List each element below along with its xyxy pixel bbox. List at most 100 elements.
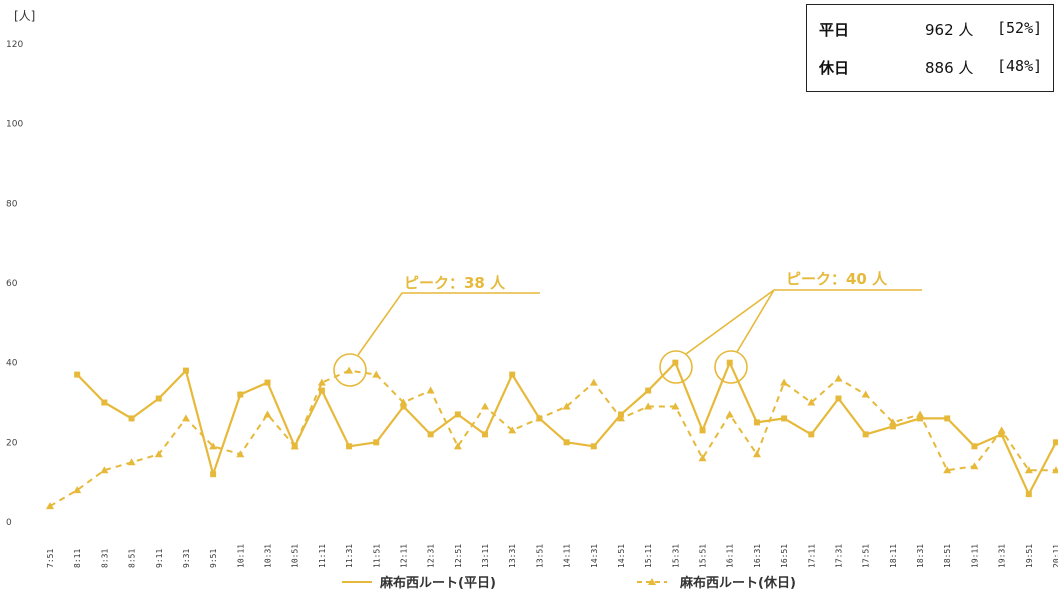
data-point-holiday: [263, 410, 272, 418]
legend-marker-holiday: [648, 578, 656, 585]
series-holiday: [46, 366, 1058, 510]
peak-callouts: ピーク：38 人 ピーク：40 人: [333, 270, 922, 387]
peak-label-right: ピーク：40 人: [786, 270, 888, 288]
data-point-holiday: [372, 370, 381, 378]
data-point-holiday: [236, 450, 245, 458]
x-tick-label: 17:51: [862, 544, 871, 568]
x-tick-label: 11:31: [345, 544, 354, 568]
data-point-holiday: [317, 378, 326, 386]
x-tick-label: 13:51: [535, 544, 544, 568]
data-point-holiday: [345, 366, 354, 374]
x-tick-label: 14:11: [563, 544, 572, 568]
data-point-weekday: [998, 431, 1005, 438]
peak-label-left: ピーク：38 人: [404, 274, 506, 292]
data-point-weekday: [590, 443, 597, 450]
data-point-weekday: [101, 399, 108, 406]
data-point-weekday: [237, 391, 244, 398]
summary-count: 962 人: [925, 21, 974, 39]
data-point-holiday: [589, 378, 598, 386]
data-point-holiday: [698, 454, 707, 462]
data-point-weekday: [672, 359, 679, 366]
data-point-holiday: [807, 398, 816, 406]
peak-circle-right-first: [659, 350, 693, 384]
data-point-holiday: [1024, 466, 1033, 474]
x-tick-label: 10:11: [236, 544, 245, 568]
data-point-holiday: [154, 450, 163, 458]
data-point-holiday: [888, 418, 897, 426]
summary-row-weekday: 平日 962 人 [52%]: [807, 19, 1053, 49]
data-point-weekday: [753, 419, 760, 426]
data-point-holiday: [780, 378, 789, 386]
data-point-weekday: [454, 411, 461, 418]
data-point-holiday: [1052, 466, 1058, 474]
x-tick-label: 11:51: [372, 544, 381, 568]
data-point-holiday: [671, 402, 680, 410]
summary-count: 886 人: [925, 59, 974, 77]
x-tick-label: 19:11: [970, 544, 979, 568]
data-point-weekday: [509, 371, 516, 378]
data-point-weekday: [1025, 491, 1032, 498]
x-tick-label: 10:51: [291, 544, 300, 568]
data-point-holiday: [970, 462, 979, 470]
series-line-holiday: [49, 369, 1056, 507]
data-point-holiday: [46, 502, 54, 510]
peak-leader-right-b: [736, 289, 775, 353]
peak-leader-left: [357, 292, 540, 356]
x-tick-label: 13:31: [508, 544, 517, 568]
y-tick-label: 80: [6, 199, 18, 209]
legend: 麻布西ルート(平日) 麻布西ルート(休日): [342, 575, 796, 591]
data-point-holiday: [997, 426, 1006, 434]
data-point-weekday: [155, 395, 162, 402]
x-tick-label: 15:31: [671, 544, 680, 568]
x-tick-label: 19:31: [998, 544, 1007, 568]
data-point-weekday: [373, 439, 380, 446]
data-point-holiday: [616, 414, 625, 422]
data-point-weekday: [971, 443, 978, 450]
data-point-holiday: [100, 466, 109, 474]
data-point-holiday: [644, 402, 653, 410]
data-point-weekday: [346, 443, 353, 450]
x-tick-label: 18:51: [943, 544, 952, 568]
x-tick-label: 16:31: [753, 544, 762, 568]
x-tick-label: 9:11: [155, 549, 164, 568]
x-tick-label: 20:11: [1052, 544, 1058, 568]
x-tick-label: 8:11: [73, 549, 82, 568]
data-point-weekday: [917, 415, 924, 422]
data-point-holiday: [725, 410, 734, 418]
x-tick-label: 15:51: [699, 544, 708, 568]
data-point-weekday: [726, 359, 733, 366]
data-point-weekday: [400, 403, 407, 410]
y-tick-label: 120: [6, 40, 23, 50]
data-point-holiday: [426, 386, 435, 394]
data-point-weekday: [318, 387, 325, 394]
legend-label-holiday: 麻布西ルート(休日): [679, 575, 796, 591]
summary-percent: [48%]: [997, 57, 1043, 75]
x-tick-label: 17:11: [807, 544, 816, 568]
data-point-weekday: [128, 415, 135, 422]
x-axis-ticks: 7:51 8:11 8:31 8:51 9:11 9:31 9:51 10:11 10:31 10…: [46, 544, 1058, 568]
y-axis-label: [人]: [14, 9, 35, 23]
x-tick-label: 12:51: [454, 544, 463, 568]
data-point-holiday: [73, 486, 82, 494]
x-tick-label: 18:31: [916, 544, 925, 568]
peak-circle-right-second: [714, 350, 748, 384]
x-tick-label: 12:31: [427, 544, 436, 568]
x-tick-label: 14:31: [590, 544, 599, 568]
data-point-holiday: [209, 442, 218, 450]
data-point-weekday: [889, 423, 896, 430]
data-point-holiday: [943, 466, 952, 474]
x-tick-label: 9:31: [182, 549, 191, 568]
x-tick-label: 18:11: [889, 544, 898, 568]
peak-circle-left: [333, 353, 367, 387]
data-point-weekday: [427, 431, 434, 438]
data-point-weekday: [781, 415, 788, 422]
y-tick-label: 60: [6, 279, 18, 289]
series-line-weekday: [76, 361, 1057, 496]
x-tick-label: 15:11: [644, 544, 653, 568]
y-tick-label: 0: [6, 518, 12, 528]
data-point-weekday: [835, 395, 842, 402]
data-point-weekday: [210, 471, 217, 478]
data-point-weekday: [482, 431, 489, 438]
peak-leader-right-a: [685, 289, 922, 355]
